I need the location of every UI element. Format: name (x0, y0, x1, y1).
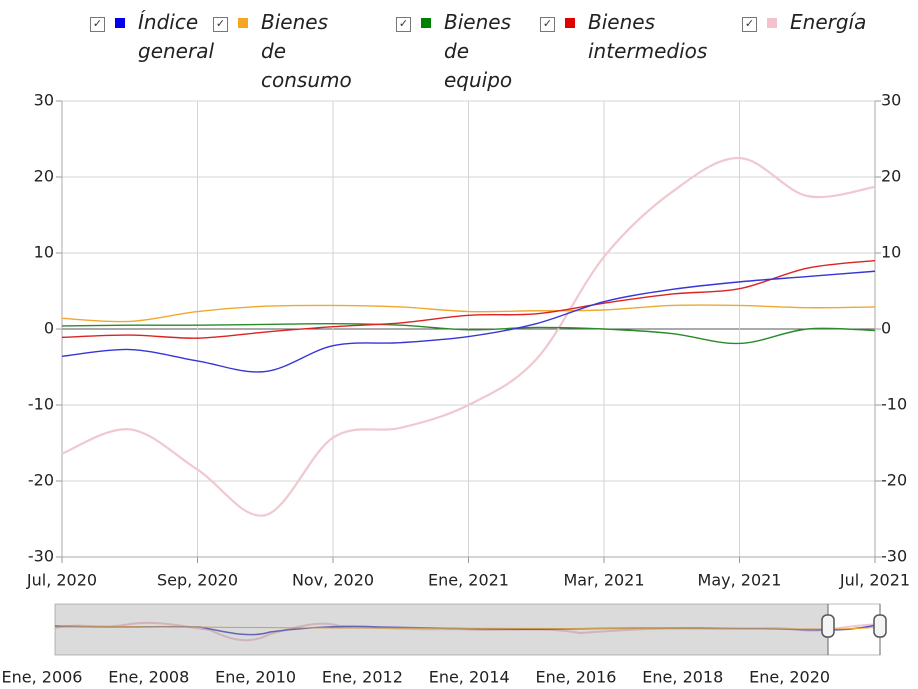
navigator-handle[interactable] (821, 614, 835, 638)
legend-item[interactable]: ✓ Bienes de equipo (396, 8, 512, 95)
navigator-tick-label: Ene, 2010 (215, 668, 296, 687)
x-tick-label: Mar, 2021 (563, 571, 644, 590)
legend-label: Bienes de consumo (261, 10, 352, 92)
y-tick-label: -10 (28, 395, 54, 414)
y2-tick-label: 20 (881, 167, 901, 186)
navigator-tick-label: Ene, 2018 (642, 668, 723, 687)
legend-swatch (238, 18, 248, 28)
legend-swatch (115, 18, 125, 28)
legend-swatch (767, 18, 777, 28)
y2-tick-label: -30 (881, 547, 907, 566)
x-tick-label: Jul, 2020 (26, 571, 97, 590)
navigator-tick-label: Ene, 2012 (322, 668, 403, 687)
y2-tick-label: 30 (881, 91, 901, 110)
x-tick-label: Ene, 2021 (428, 571, 509, 590)
y-tick-label: 0 (44, 319, 54, 338)
navigator-tick-label: Ene, 2006 (2, 668, 83, 687)
series-line (61, 322, 876, 345)
legend-label: Energía (790, 10, 867, 34)
y2-tick-label: 10 (881, 243, 901, 262)
y2-tick-label: 0 (881, 319, 891, 338)
navigator-tick-label: Ene, 2020 (749, 668, 830, 687)
y-tick-label: 30 (34, 91, 54, 110)
navigator (54, 603, 887, 656)
navigator-tick-label: Ene, 2016 (536, 668, 617, 687)
legend-item[interactable]: ✓ Índice general (90, 8, 214, 66)
series-line (61, 304, 876, 323)
y-tick-label: 20 (34, 167, 54, 186)
y2-tick-label: -10 (881, 395, 907, 414)
legend-item[interactable]: ✓ Bienes de consumo (213, 8, 352, 95)
legend-checkbox[interactable]: ✓ (742, 17, 757, 32)
plot: -30 -20 -10 0 10 20 30 -30 -20 -10 0 10 20 30 Jul, 202… (26, 91, 910, 590)
series-line (61, 156, 876, 517)
navigator-tick-label: Ene, 2014 (429, 668, 510, 687)
navigator-mask (55, 604, 828, 655)
y-tick-label: -30 (28, 547, 54, 566)
legend-swatch (565, 18, 575, 28)
x-tick-label: Sep, 2020 (157, 571, 238, 590)
legend-label: Bienes intermedios (588, 10, 708, 63)
legend-checkbox[interactable]: ✓ (396, 17, 411, 32)
x-tick-label: May, 2021 (698, 571, 782, 590)
legend-checkbox[interactable]: ✓ (540, 17, 555, 32)
legend-swatch (421, 18, 431, 28)
x-tick-label: Jul, 2021 (839, 571, 910, 590)
legend-checkbox[interactable]: ✓ (213, 17, 228, 32)
legend-label: Bienes de equipo (444, 10, 513, 92)
series-line (61, 270, 876, 373)
y-tick-label: 10 (34, 243, 54, 262)
legend-checkbox[interactable]: ✓ (90, 17, 105, 32)
y-tick-label: -20 (28, 471, 54, 490)
navigator-line (54, 626, 881, 630)
y2-tick-label: -20 (881, 471, 907, 490)
series-line (61, 259, 876, 339)
navigator-handle[interactable] (873, 614, 887, 638)
x-tick-label: Nov, 2020 (292, 571, 374, 590)
legend-label: Índice general (138, 10, 215, 63)
legend-item[interactable]: ✓ Bienes intermedios (540, 8, 707, 66)
navigator-tick-label: Ene, 2008 (108, 668, 189, 687)
legend-item[interactable]: ✓ Energía (742, 8, 866, 37)
